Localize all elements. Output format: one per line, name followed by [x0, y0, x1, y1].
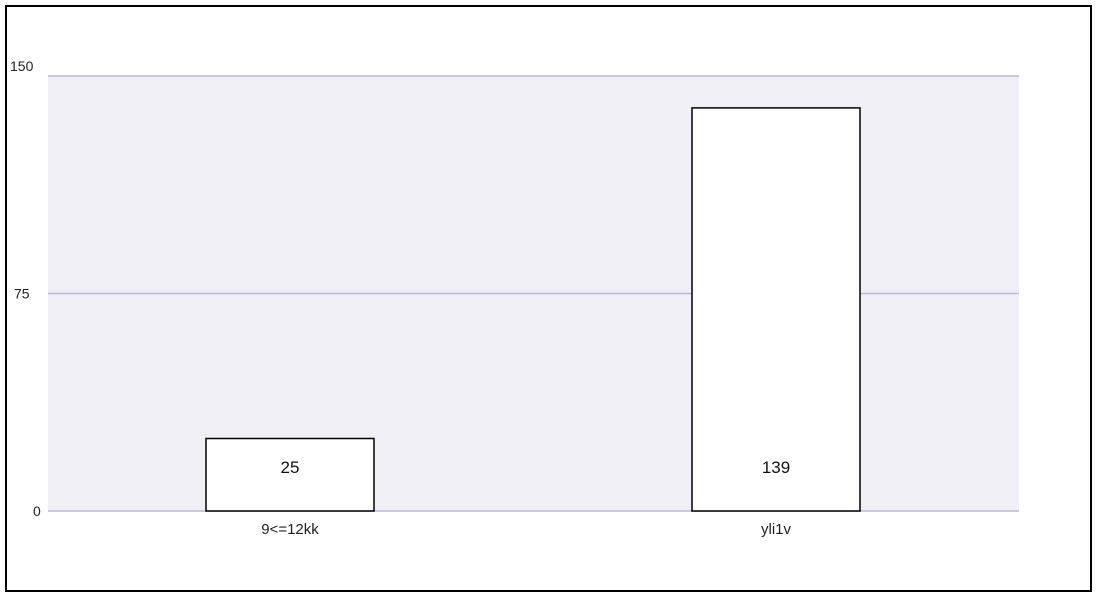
x-category-label-1: yli1v — [761, 521, 792, 538]
y-tick-label-75: 75 — [14, 286, 30, 302]
bar-value-label-0: 25 — [281, 458, 300, 477]
y-axis-tick-labels: 0 75 150 — [10, 58, 41, 519]
y-tick-label-150: 150 — [10, 58, 34, 74]
y-tick-label-0: 0 — [33, 503, 41, 519]
bar-1 — [691, 107, 861, 512]
x-category-label-0: 9<=12kk — [261, 521, 319, 538]
x-axis-category-labels: 9<=12kk yli1v — [261, 521, 791, 538]
bar-0 — [205, 437, 375, 512]
bar-value-label-1: 139 — [762, 458, 790, 477]
bars: 25 139 — [205, 107, 861, 512]
